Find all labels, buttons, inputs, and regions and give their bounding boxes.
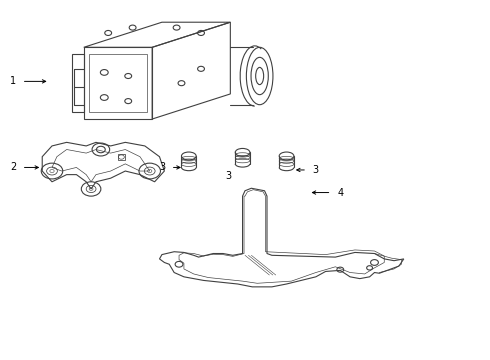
Text: 3: 3: [159, 162, 165, 172]
Bar: [118, 154, 125, 160]
Text: 4: 4: [337, 188, 343, 198]
Bar: [72, 54, 84, 112]
Text: 3: 3: [225, 171, 231, 181]
Text: 2: 2: [10, 162, 16, 172]
Bar: [89, 54, 147, 112]
Text: 3: 3: [313, 165, 319, 175]
Text: 1: 1: [10, 76, 16, 86]
